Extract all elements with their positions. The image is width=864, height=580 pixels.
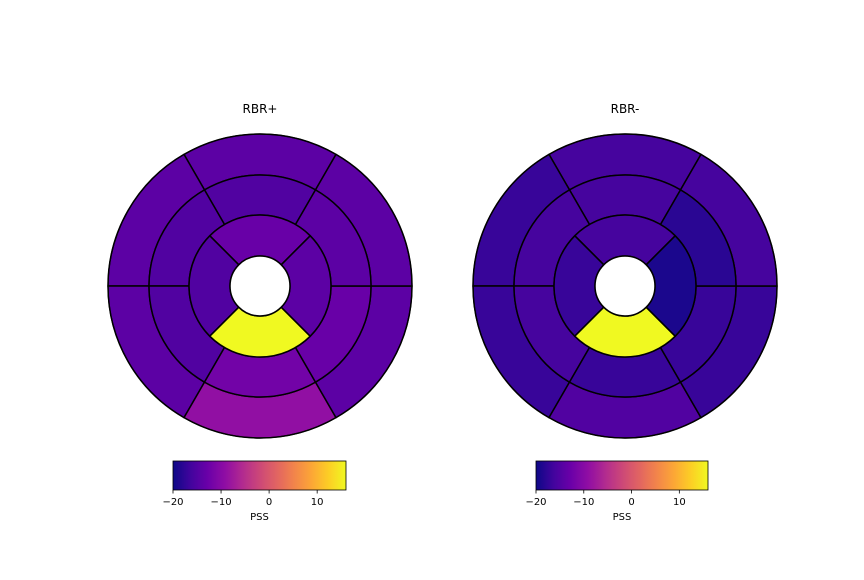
outer-ring-outline bbox=[107, 133, 413, 439]
colorbar-right: PSS −20 −10 0 10 bbox=[525, 460, 709, 523]
plot-title-left: RBR+ bbox=[243, 102, 278, 116]
center-hole bbox=[229, 255, 291, 317]
colorbar-left: PSS −20 −10 0 10 bbox=[162, 460, 347, 523]
colorbar-gradient bbox=[535, 460, 709, 491]
bullseye-segments-left bbox=[107, 133, 413, 439]
colorbar-tick-label: −10 bbox=[211, 497, 232, 508]
colorbar-tick-label: 10 bbox=[311, 497, 324, 508]
colorbar-tick-label: −20 bbox=[162, 497, 183, 508]
colorbar-label-right: PSS bbox=[613, 512, 632, 523]
center-hole bbox=[594, 255, 656, 317]
outer-ring-outline bbox=[472, 133, 778, 439]
colorbar-tick-label: 10 bbox=[673, 497, 686, 508]
colorbar-gradient bbox=[172, 460, 347, 491]
colorbar-tick-label: −10 bbox=[573, 497, 594, 508]
bullseye-segments-right bbox=[472, 133, 778, 439]
plot-title-right: RBR- bbox=[611, 102, 640, 116]
colorbar-tick-label: 0 bbox=[266, 497, 272, 508]
bullseye-plot-right: RBR- PSS −20 −10 0 10 bbox=[472, 102, 778, 523]
colorbar-label-left: PSS bbox=[250, 512, 269, 523]
colorbar-tick-label: 0 bbox=[628, 497, 634, 508]
bullseye-plot-left: RBR+ PSS −20 −10 0 10 bbox=[107, 102, 413, 523]
colorbar-tick-label: −20 bbox=[525, 497, 546, 508]
